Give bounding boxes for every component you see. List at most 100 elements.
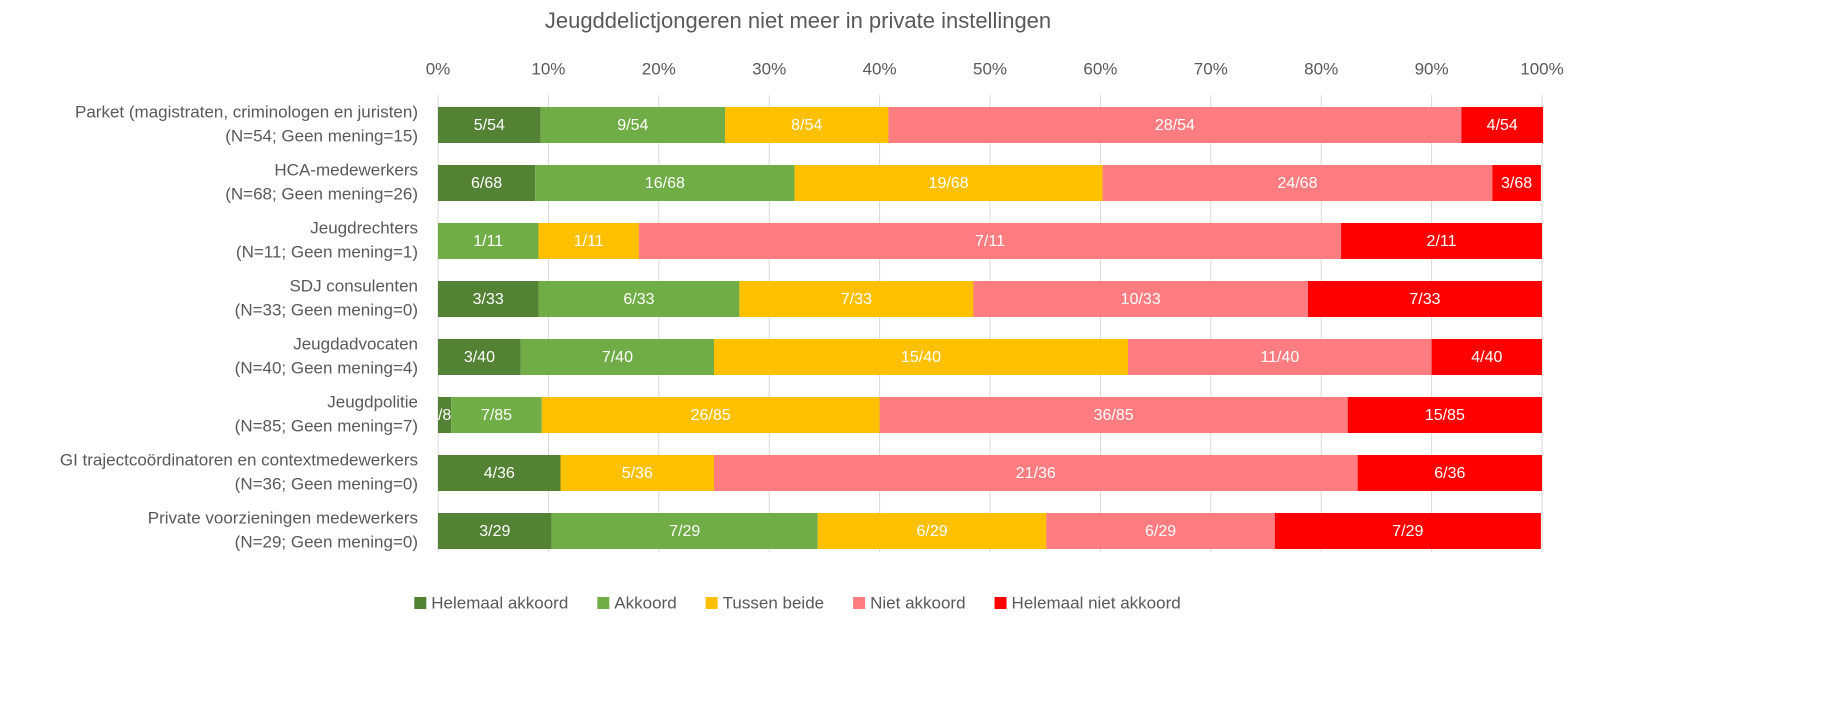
y-tick-label: Private voorzieningen medewerkers: [148, 508, 418, 527]
x-tick-label: 100%: [1520, 59, 1563, 78]
bar-segment: [1341, 223, 1542, 259]
data-label: 6/33: [623, 291, 654, 308]
data-label: 16/68: [645, 175, 685, 192]
y-tick-label: (N=54; Geen mening=15): [225, 126, 418, 145]
data-label: 11/40: [1260, 349, 1299, 366]
y-tick-label: (N=29; Geen mening=0): [235, 532, 418, 551]
data-label: 6/68: [471, 175, 502, 192]
data-label: 4/54: [1487, 117, 1518, 134]
data-label: 26/85: [691, 407, 731, 424]
x-tick-label: 20%: [642, 59, 676, 78]
bar-segment: [520, 339, 714, 375]
bar-segment: [1102, 165, 1493, 201]
y-tick-label: (N=85; Geen mening=7): [235, 416, 418, 435]
legend-label: Akkoord: [614, 593, 676, 612]
data-label: 2/11: [1427, 233, 1457, 250]
legend-label: Helemaal akkoord: [431, 593, 568, 612]
x-tick-label: 10%: [531, 59, 565, 78]
bar-segment: [551, 513, 818, 549]
bar-segment: [438, 455, 561, 491]
legend-swatch: [994, 597, 1007, 609]
bar-segment: [1492, 165, 1541, 201]
y-tick-label: Jeugdadvocaten: [293, 334, 418, 353]
data-label: 7/33: [841, 291, 872, 308]
x-tick-label: 90%: [1415, 59, 1449, 78]
bar-segment: [538, 281, 740, 317]
data-label: 21/36: [1016, 465, 1056, 482]
data-label: 28/54: [1155, 117, 1195, 134]
bar-segment: [1046, 513, 1275, 549]
y-tick-label: GI trajectcoördinatoren en contextmedewe…: [60, 450, 418, 469]
bar-segment: [540, 107, 726, 143]
bar-segment: [1128, 339, 1432, 375]
data-label: 36/85: [1094, 407, 1134, 424]
x-tick-label: 40%: [863, 59, 897, 78]
data-label: 7/40: [602, 349, 633, 366]
bar-segment: [714, 339, 1128, 375]
data-label: 7/33: [1409, 291, 1440, 308]
legend-label: Helemaal niet akkoord: [1012, 593, 1181, 612]
bar-segment: [538, 223, 639, 259]
data-label: 6/29: [916, 523, 947, 540]
bar-segment: [1461, 107, 1544, 143]
data-label: 19/68: [929, 175, 969, 192]
legend-swatch: [705, 597, 718, 609]
bar-segment: [451, 397, 542, 433]
bar-segment: [1431, 339, 1542, 375]
bar-segment: [438, 339, 521, 375]
bar-segment: [794, 165, 1103, 201]
data-label: 10/33: [1121, 291, 1161, 308]
legend-swatch: [597, 597, 610, 609]
y-tick-label: (N=36; Geen mening=0): [235, 474, 418, 493]
data-label: 6/36: [1434, 465, 1465, 482]
legend-swatch: [853, 597, 866, 609]
y-tick-label: Jeugdrechters: [310, 218, 418, 237]
data-label: 7/85: [481, 407, 512, 424]
y-tick-label: HCA-medewerkers: [274, 160, 418, 179]
bar-segment: [438, 107, 541, 143]
bar-segment: [638, 223, 1342, 259]
y-tick-label: (N=68; Geen mening=26): [225, 184, 418, 203]
x-tick-label: 0%: [426, 59, 451, 78]
bar-segment: [541, 397, 880, 433]
data-label: 1/11: [574, 233, 604, 250]
data-label: 3/29: [479, 523, 510, 540]
bar-segment: [438, 513, 552, 549]
data-label: 15/85: [1425, 407, 1465, 424]
data-label: 5/54: [474, 117, 505, 134]
data-label: 15/40: [901, 349, 941, 366]
legend-label: Tussen beide: [723, 593, 824, 612]
data-label: 3/33: [473, 291, 504, 308]
bar-segment: [714, 455, 1358, 491]
x-tick-label: 50%: [973, 59, 1007, 78]
bar-segment: [560, 455, 714, 491]
bar-segment: [1347, 397, 1542, 433]
x-tick-label: 70%: [1194, 59, 1228, 78]
y-tick-label: (N=40; Geen mening=4): [235, 358, 418, 377]
bar-segment: [725, 107, 889, 143]
data-label: 3/40: [464, 349, 495, 366]
data-label: 3/68: [1501, 175, 1532, 192]
data-label: 5/36: [622, 465, 653, 482]
bar-segment: [879, 397, 1348, 433]
data-label: 4/36: [484, 465, 515, 482]
data-label: 6/29: [1145, 523, 1176, 540]
bar-segment: [1274, 513, 1541, 549]
data-label: 4/40: [1471, 349, 1502, 366]
data-label: 7/11: [975, 233, 1005, 250]
legend-label: Niet akkoord: [870, 593, 965, 612]
bar-segment: [535, 165, 795, 201]
bar-segment: [817, 513, 1047, 549]
bar-segment: [973, 281, 1308, 317]
data-label: 1/11: [473, 233, 503, 250]
bar-segment: [438, 281, 539, 317]
data-label: 24/68: [1277, 175, 1317, 192]
bar-segment: [739, 281, 974, 317]
chart-title: Jeugddelictjongeren niet meer in private…: [545, 8, 1051, 33]
bar-segment: [888, 107, 1462, 143]
bar-segment: [438, 165, 536, 201]
bar-segment: [1307, 281, 1542, 317]
data-label: 9/54: [617, 117, 648, 134]
bar-segment: [438, 397, 452, 433]
